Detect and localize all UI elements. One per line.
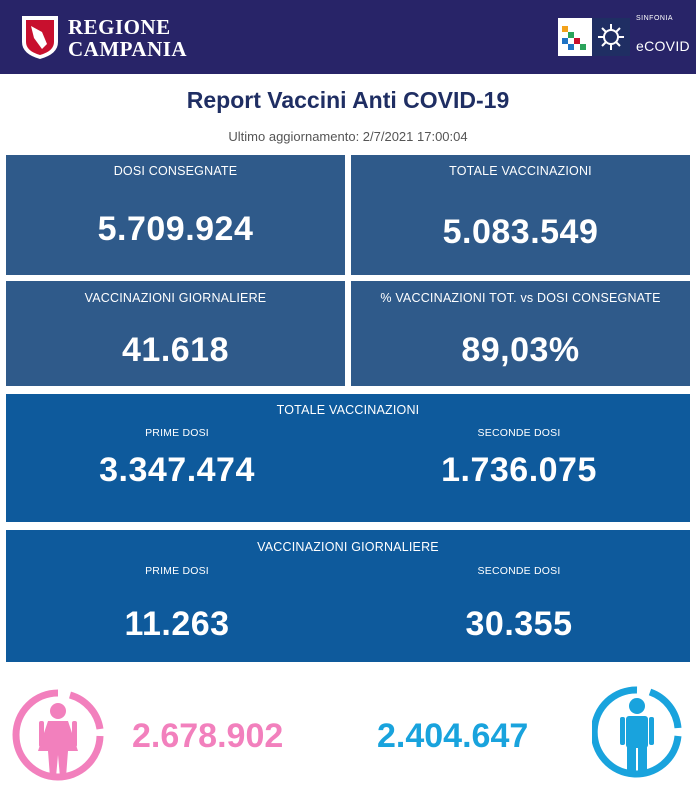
header-bar: REGIONE CAMPANIA SINFONIA eCOVID [0, 0, 696, 74]
prime-dosi-label: PRIME DOSI [145, 565, 209, 577]
seconde-dosi-label: SECONDE DOSI [477, 427, 561, 439]
card-value: 5.709.924 [97, 210, 254, 248]
card-value: 5.083.549 [442, 213, 599, 251]
prime-dosi-label: PRIME DOSI [145, 427, 209, 439]
male-vaccinated-count: 2.404.647 [377, 717, 529, 755]
female-person-icon [12, 689, 104, 781]
card-label: DOSI CONSEGNATE [113, 164, 238, 178]
region-name-line2: CAMPANIA [68, 37, 188, 61]
region-logo-text: REGIONE CAMPANIA [68, 16, 187, 60]
page-title: Report Vaccini Anti COVID-19 [186, 87, 510, 113]
ecovid-name: eCOVID [636, 38, 690, 54]
card-label: TOTALE VACCINAZIONI [449, 164, 592, 178]
card-title: VACCINAZIONI GIORNALIERE [257, 540, 439, 554]
prime-dosi-value: 11.263 [124, 605, 230, 643]
sinfonia-logo-icon [562, 26, 586, 50]
seconde-dosi-block: SECONDE DOSI 30.355 [348, 565, 690, 644]
ecovid-tagline: SINFONIA [636, 15, 674, 22]
ecovid-logo [558, 18, 630, 56]
male-person-icon [592, 686, 682, 778]
card-value: 89,03% [461, 331, 580, 369]
card-title: TOTALE VACCINAZIONI [276, 403, 420, 417]
prime-dosi-value: 3.347.474 [99, 451, 255, 489]
region-shield-icon [22, 16, 58, 59]
prime-dosi-block: PRIME DOSI 11.263 [6, 565, 348, 644]
card-vaccinazioni-giornaliere: VACCINAZIONI GIORNALIERE 41.618 [6, 281, 345, 386]
card-totale-vaccinazioni: TOTALE VACCINAZIONI 5.083.549 [351, 155, 690, 275]
prime-dosi-block: PRIME DOSI 3.347.474 [6, 427, 348, 490]
seconde-dosi-value: 30.355 [465, 605, 573, 643]
seconde-dosi-block: SECONDE DOSI 1.736.075 [348, 427, 690, 490]
card-label: % VACCINAZIONI TOT. vs DOSI CONSEGNATE [380, 291, 661, 305]
card-label: VACCINAZIONI GIORNALIERE [84, 291, 267, 305]
card-percentuale-vaccinazioni: % VACCINAZIONI TOT. vs DOSI CONSEGNATE 8… [351, 281, 690, 386]
seconde-dosi-label: SECONDE DOSI [477, 565, 561, 577]
female-vaccinated-count: 2.678.902 [132, 717, 284, 755]
virus-icon [598, 24, 624, 50]
card-value: 41.618 [122, 331, 229, 369]
card-totale-breakdown: TOTALE VACCINAZIONI PRIME DOSI 3.347.474… [6, 394, 690, 522]
seconde-dosi-value: 1.736.075 [441, 451, 597, 489]
region-name-line1: REGIONE [68, 15, 171, 39]
card-giornaliere-breakdown: VACCINAZIONI GIORNALIERE PRIME DOSI 11.2… [6, 530, 690, 662]
last-update-text: Ultimo aggiornamento: 2/7/2021 17:00:04 [228, 129, 468, 144]
card-dosi-consegnate: DOSI CONSEGNATE 5.709.924 [6, 155, 345, 275]
